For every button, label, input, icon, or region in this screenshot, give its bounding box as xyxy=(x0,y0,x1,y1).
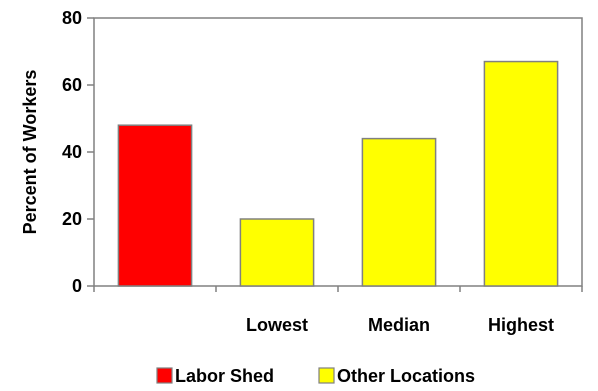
y-tick-label: 40 xyxy=(62,142,82,162)
bar xyxy=(118,125,191,286)
legend-swatch xyxy=(157,368,172,383)
y-axis-title: Percent of Workers xyxy=(20,70,40,235)
legend-label: Labor Shed xyxy=(175,366,274,386)
category-labels: Lowest Median Highest xyxy=(94,286,582,335)
category-label: Highest xyxy=(488,315,554,335)
category-label: Lowest xyxy=(246,315,308,335)
legend: Labor Shed Other Locations xyxy=(157,366,475,386)
legend-swatch xyxy=(319,368,334,383)
category-label: Median xyxy=(368,315,430,335)
bar xyxy=(240,219,313,286)
y-tick-label: 20 xyxy=(62,209,82,229)
y-tick-label: 60 xyxy=(62,75,82,95)
bar xyxy=(484,62,557,286)
y-tick-label: 0 xyxy=(72,276,82,296)
y-tick-label: 80 xyxy=(62,8,82,28)
bar xyxy=(362,139,435,286)
y-ticks: 0 20 40 60 80 xyxy=(62,8,94,296)
legend-label: Other Locations xyxy=(337,366,475,386)
